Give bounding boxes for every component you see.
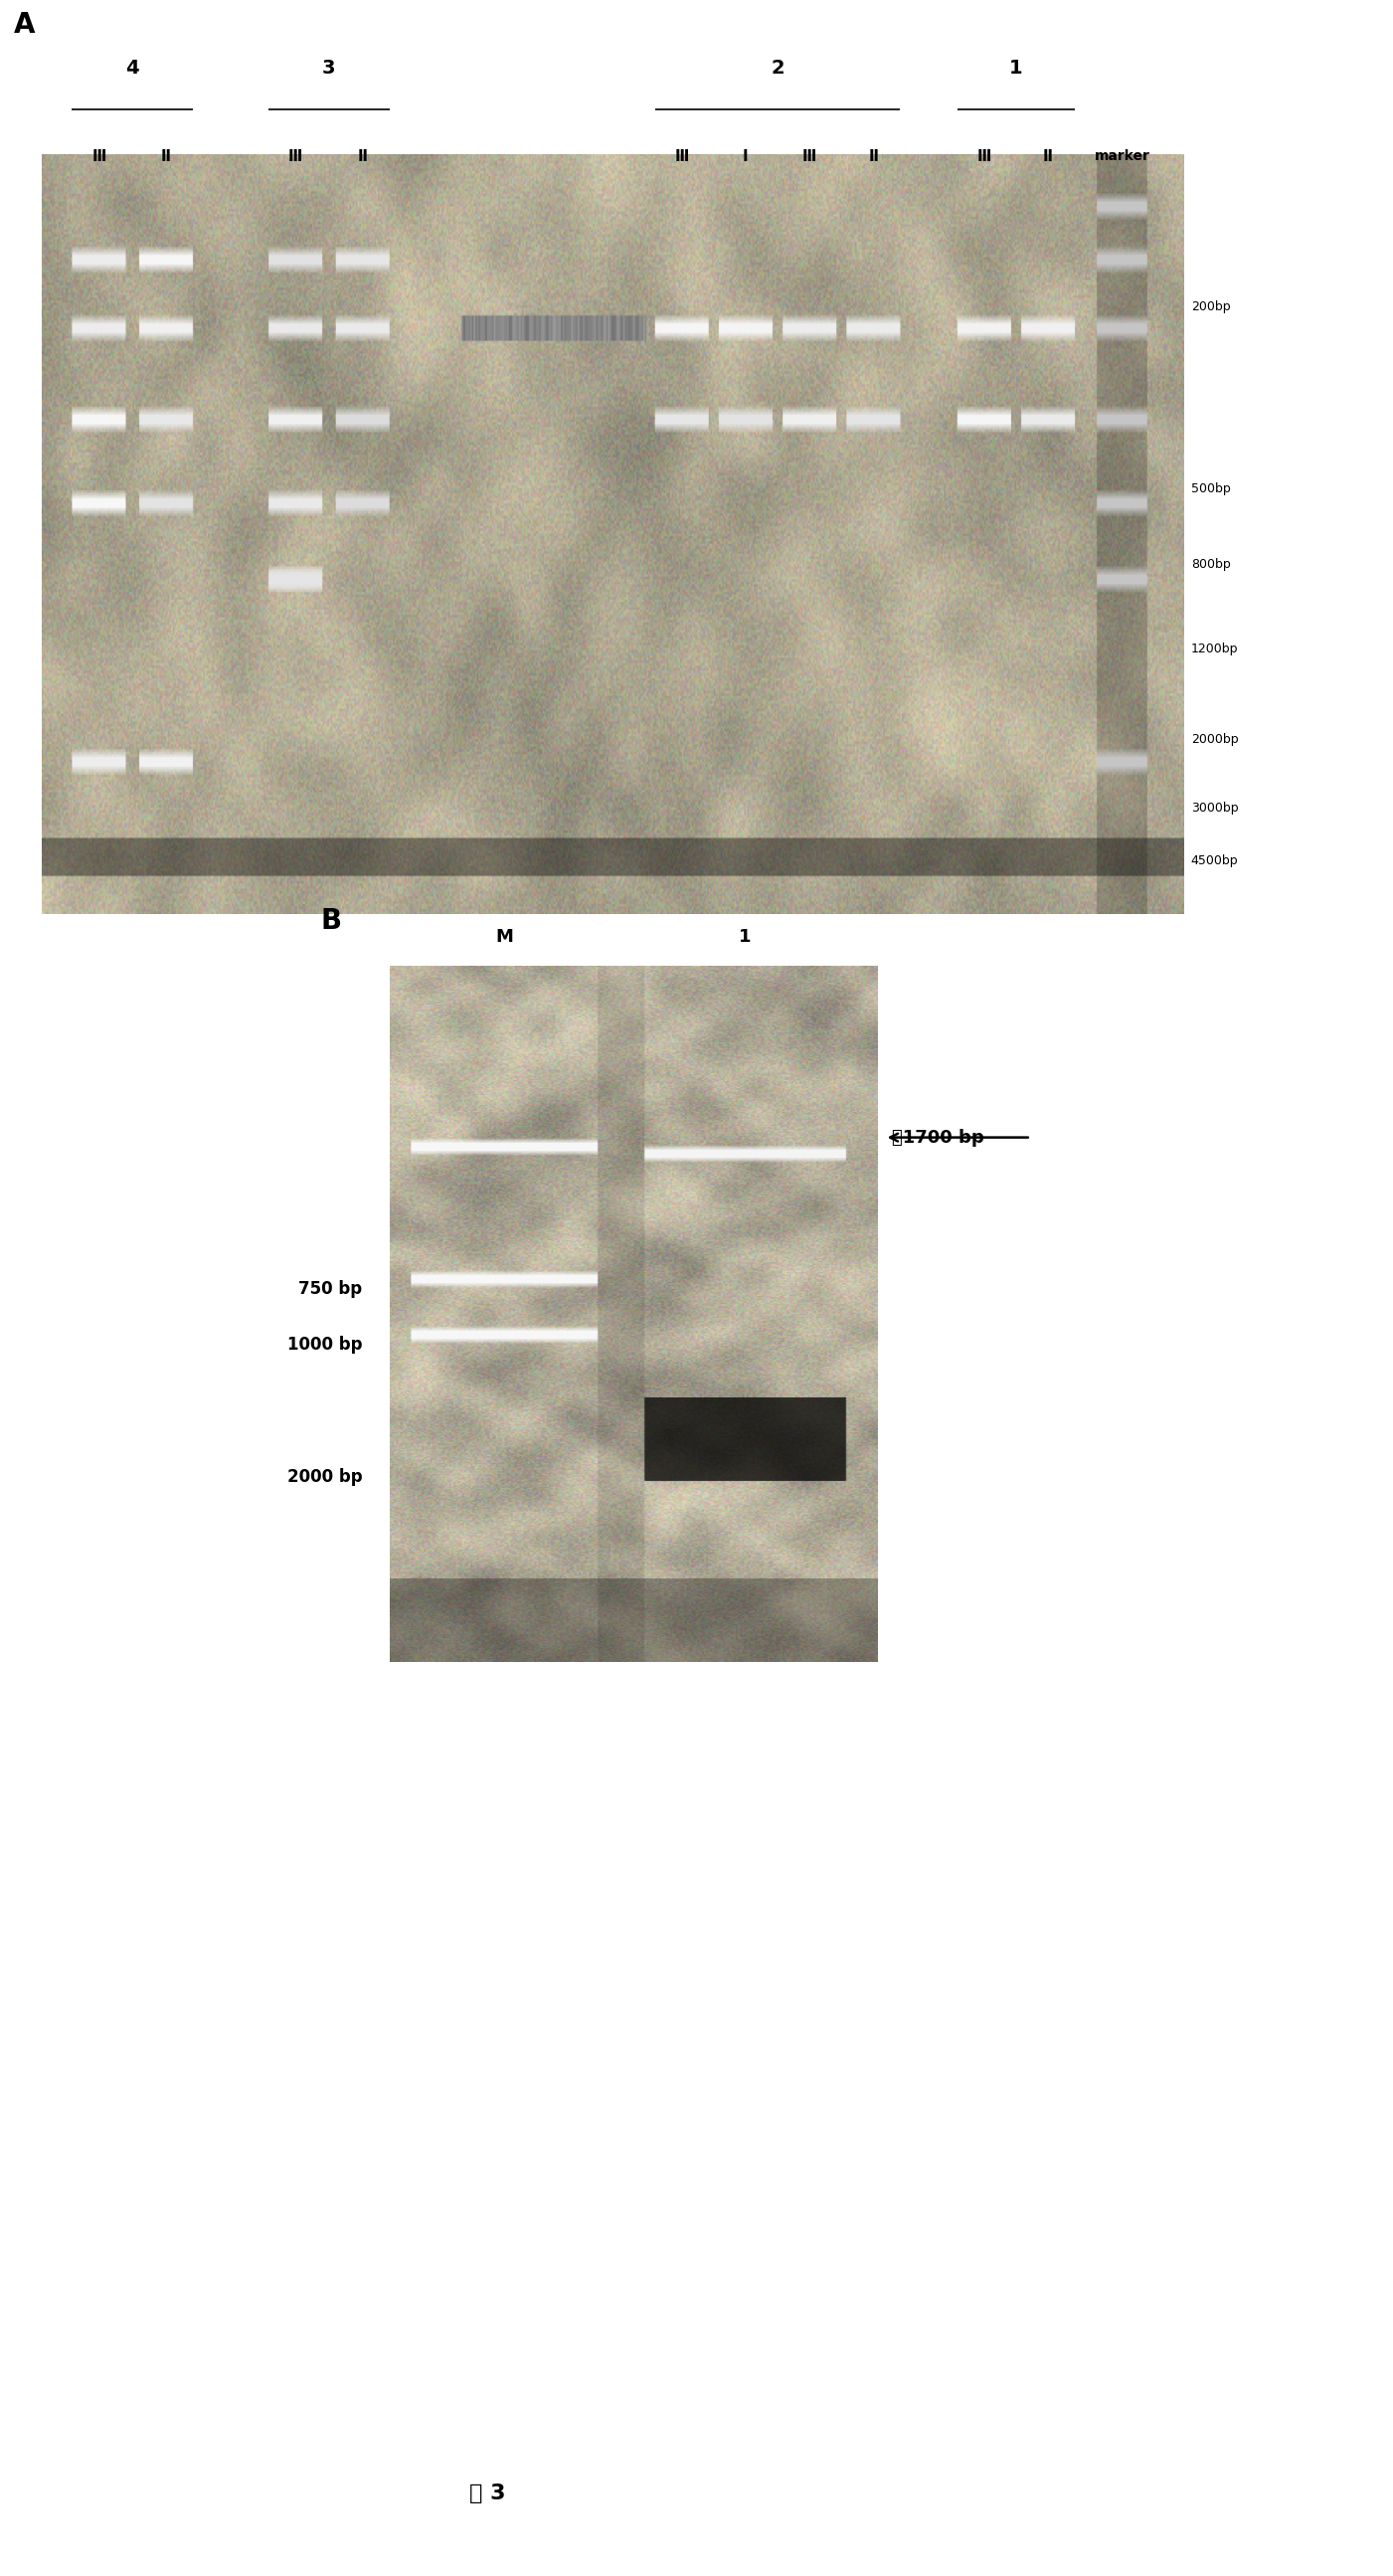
Text: Ⅱ: Ⅱ — [162, 149, 171, 165]
Text: Ⅲ: Ⅲ — [674, 149, 690, 165]
Text: Ⅲ: Ⅲ — [92, 149, 106, 165]
Text: A: A — [14, 10, 35, 39]
Text: Ⅲ: Ⅲ — [976, 149, 992, 165]
Text: Ⅰ: Ⅰ — [742, 149, 748, 165]
Text: marker: marker — [1094, 149, 1149, 162]
Text: 1: 1 — [738, 927, 751, 945]
Text: 4500bp: 4500bp — [1191, 855, 1238, 868]
Text: 800bp: 800bp — [1191, 559, 1230, 572]
Text: 1: 1 — [1010, 59, 1022, 77]
Text: 4: 4 — [125, 59, 139, 77]
Text: 到1700 bp: 到1700 bp — [892, 1128, 983, 1146]
Text: Ⅱ: Ⅱ — [358, 149, 368, 165]
Text: 200bp: 200bp — [1191, 299, 1230, 314]
Text: M: M — [496, 927, 514, 945]
Text: Ⅱ: Ⅱ — [1043, 149, 1053, 165]
Text: 2000bp: 2000bp — [1191, 734, 1238, 747]
Text: 2: 2 — [770, 59, 784, 77]
Text: 图 3: 图 3 — [469, 2483, 506, 2504]
Text: 1000 bp: 1000 bp — [287, 1337, 362, 1355]
Text: 1200bp: 1200bp — [1191, 641, 1238, 654]
Text: Ⅲ: Ⅲ — [802, 149, 816, 165]
Text: 2000 bp: 2000 bp — [287, 1468, 362, 1486]
Text: Ⅱ: Ⅱ — [868, 149, 878, 165]
Text: 750 bp: 750 bp — [298, 1280, 362, 1298]
Text: B: B — [320, 907, 341, 935]
Text: 3000bp: 3000bp — [1191, 801, 1238, 814]
Text: 3: 3 — [322, 59, 336, 77]
Text: 500bp: 500bp — [1191, 482, 1230, 495]
Text: Ⅲ: Ⅲ — [288, 149, 302, 165]
